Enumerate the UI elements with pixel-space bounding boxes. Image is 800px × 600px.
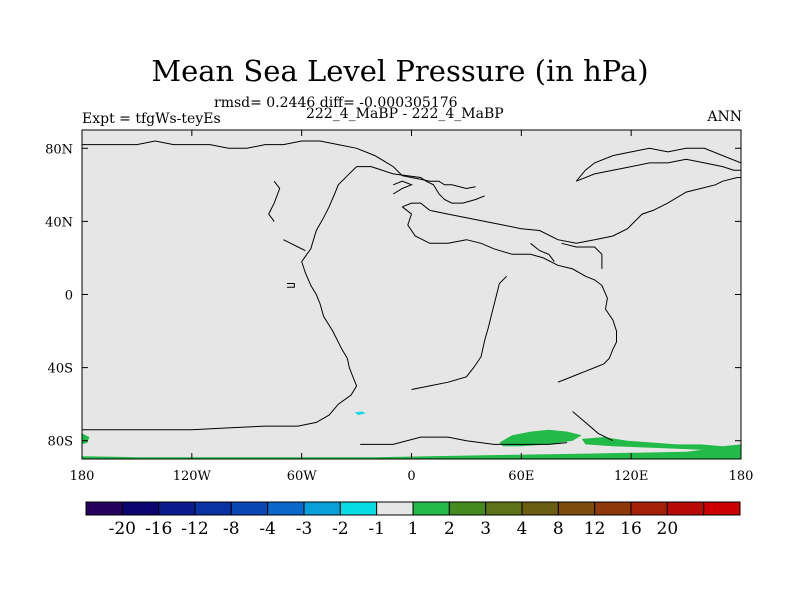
coastline-layer: [82, 130, 741, 445]
colorbar-swatch: [521, 501, 559, 516]
coastline: [401, 206, 617, 383]
y-axis: 80N 40N 0 40S 80S: [45, 142, 741, 450]
colorbar-label: 4: [517, 519, 528, 539]
y-tick-label: 80N: [45, 142, 73, 157]
anomaly-region: [499, 429, 582, 447]
coastline: [356, 166, 485, 204]
coastline: [530, 242, 555, 262]
coastline: [268, 180, 281, 222]
coastline: [667, 158, 741, 171]
colorbar-swatch: [158, 501, 196, 516]
colorbar-label: 2: [444, 519, 455, 539]
colorbar-label: 16: [620, 519, 642, 539]
y-tick-label: 0: [65, 289, 73, 304]
anomaly-region: [82, 433, 90, 445]
colorbar-label: 3: [480, 519, 491, 539]
colorbar-swatch: [557, 501, 596, 516]
x-tick-label: 180: [729, 469, 754, 484]
coastline: [572, 411, 614, 442]
plot-background: [82, 130, 741, 459]
x-tick-label: 120E: [614, 469, 648, 484]
coastline: [576, 162, 668, 182]
colorbar-swatch: [85, 501, 123, 516]
y-tick-label: 40S: [48, 362, 73, 377]
coastline: [575, 147, 741, 182]
colorbar-label: 20: [657, 519, 679, 539]
colorbar-label: 12: [584, 519, 606, 539]
x-axis: 180 120W 60W 0 60E 120E 180: [70, 130, 754, 484]
colorbar-label: -1: [368, 519, 385, 539]
chart-title: Mean Sea Level Pressure (in hPa): [151, 54, 649, 88]
colorbar-label: -16: [145, 519, 172, 539]
anomaly-layer: [82, 411, 741, 459]
coastline: [82, 140, 476, 190]
x-tick-label: 120W: [173, 469, 212, 484]
colorbar-swatch: [267, 501, 305, 516]
colorbar-swatch: [448, 501, 487, 516]
coastline: [561, 242, 603, 269]
colorbar-swatch: [339, 501, 378, 516]
colorbar-label: -20: [109, 519, 136, 539]
coastline: [287, 283, 295, 288]
colorbar-swatch: [303, 501, 341, 516]
season-label: ANN: [707, 109, 742, 125]
anomaly-region: [82, 446, 741, 459]
stats-line: rmsd= 0.2446 diff= -0.000305176: [214, 95, 458, 111]
colorbar-label: 8: [553, 519, 564, 539]
coastline: [402, 177, 741, 244]
colorbar-swatch: [594, 501, 632, 516]
colorbar-label: -3: [296, 519, 313, 539]
anomaly-region: [581, 437, 741, 452]
colorbar-swatch: [703, 501, 741, 516]
colorbar-label: -2: [332, 519, 349, 539]
x-tick-label: 60W: [287, 469, 318, 484]
colorbar-label: 1: [408, 519, 419, 539]
coastline: [411, 275, 508, 390]
x-tick-label: 180: [70, 469, 95, 484]
anomaly-region: [354, 411, 366, 416]
colorbar-swatch: [121, 501, 160, 516]
coastline: [82, 166, 358, 431]
colorbar-swatch: [376, 501, 414, 516]
x-tick-label: 0: [407, 469, 415, 484]
colorbar-swatch: [485, 501, 523, 516]
expt-label: Expt = tfgWs-teyEs: [82, 111, 221, 127]
coastline: [360, 436, 568, 445]
colorbar-label: -8: [223, 519, 240, 539]
case-label: 222_4_MaBP - 222_4_MaBP: [306, 106, 504, 122]
colorbar-swatch: [194, 501, 232, 516]
colorbar-swatch: [666, 501, 705, 516]
y-tick-label: 80S: [48, 435, 73, 450]
colorbar-label: -12: [181, 519, 208, 539]
colorbar-swatch: [630, 501, 668, 516]
colorbar-swatch: [230, 501, 269, 516]
coastline: [392, 180, 413, 195]
colorbar: -20 -16 -12 -8 -4 -3 -2 -1 1 2 3 4 8 12 16 20: [85, 501, 741, 539]
colorbar-label: -4: [259, 519, 276, 539]
y-tick-label: 40N: [45, 215, 73, 230]
colorbar-swatch: [412, 501, 450, 516]
x-tick-label: 60E: [508, 469, 534, 484]
coastline: [283, 239, 306, 252]
